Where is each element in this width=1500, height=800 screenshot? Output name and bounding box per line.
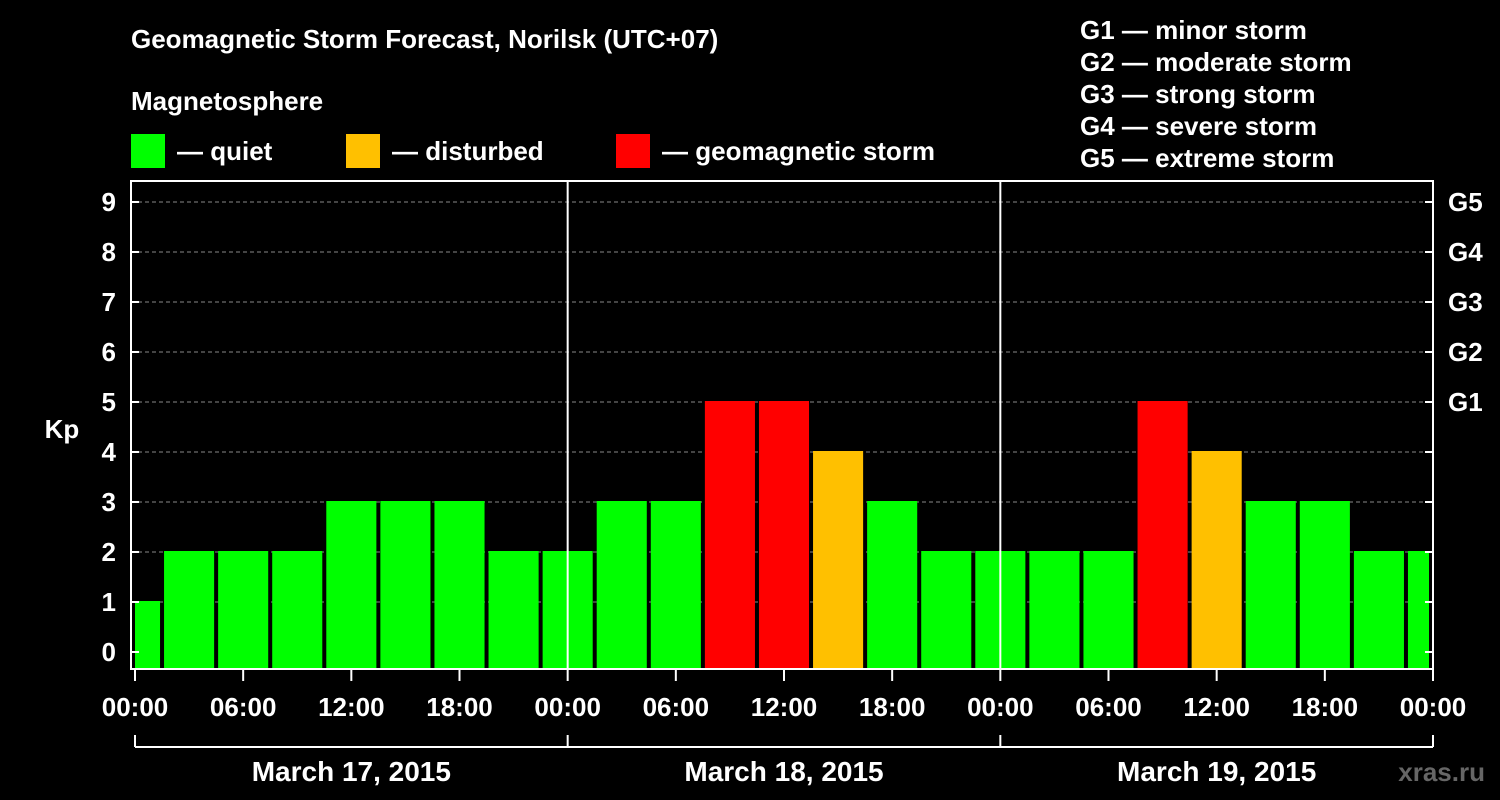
y-tick-label: 5 <box>102 387 116 417</box>
x-tick-label: 18:00 <box>859 692 926 722</box>
bar <box>704 401 755 669</box>
bar <box>135 601 161 669</box>
bar <box>380 501 431 669</box>
y-tick-label: 1 <box>102 587 116 617</box>
x-tick-label: 12:00 <box>318 692 385 722</box>
right-axis-label: G3 <box>1448 287 1483 317</box>
legend-swatch-quiet <box>131 134 165 168</box>
x-tick-label: 00:00 <box>967 692 1034 722</box>
x-tick-label: 00:00 <box>534 692 601 722</box>
legend-label-quiet: — quiet <box>177 135 273 166</box>
legend-swatch-storm <box>616 134 650 168</box>
right-axis-label: G1 <box>1448 387 1483 417</box>
bar <box>1029 551 1080 669</box>
watermark: xras.ru <box>1398 757 1485 787</box>
x-tick-label: 00:00 <box>1400 692 1467 722</box>
chart-title: Geomagnetic Storm Forecast, Norilsk (UTC… <box>131 24 719 54</box>
y-tick-label: 9 <box>102 187 116 217</box>
bar <box>758 401 810 669</box>
bar <box>813 451 864 669</box>
legend-label-disturbed: — disturbed <box>392 135 544 166</box>
bar <box>1083 551 1134 669</box>
x-tick-label: 06:00 <box>1075 692 1142 722</box>
bar <box>1191 451 1242 669</box>
bar <box>1245 501 1296 669</box>
bar <box>867 501 918 669</box>
storm-levels-list: G1 — minor storm G2 — moderate storm G3 … <box>1080 14 1352 174</box>
x-tick-label: 06:00 <box>210 692 277 722</box>
storm-level-g1: G1 — minor storm <box>1080 15 1307 45</box>
y-axis-label: Kp <box>45 414 80 444</box>
bar <box>272 551 323 669</box>
bar <box>1407 551 1429 669</box>
storm-level-g3: G3 — strong storm <box>1080 79 1316 109</box>
y-tick-label: 4 <box>102 437 117 467</box>
bar <box>921 551 972 669</box>
y-tick-label: 6 <box>102 337 116 367</box>
day-label: March 17, 2015 <box>252 756 451 787</box>
bar <box>1353 551 1404 669</box>
legend-swatch-disturbed <box>346 134 380 168</box>
bar <box>650 501 701 669</box>
y-tick-label: 7 <box>102 287 116 317</box>
storm-level-g2: G2 — moderate storm <box>1080 47 1352 77</box>
y-tick-label: 3 <box>102 487 116 517</box>
bar <box>488 551 539 669</box>
x-tick-label: 12:00 <box>1183 692 1250 722</box>
legend-storm: — geomagnetic storm <box>616 134 935 168</box>
bar <box>1299 501 1350 669</box>
bar <box>218 551 269 669</box>
legend-quiet: — quiet <box>131 134 272 168</box>
plot-frame <box>130 180 1434 670</box>
y-tick-label: 8 <box>102 237 116 267</box>
x-tick-label: 00:00 <box>102 692 169 722</box>
bar <box>434 501 485 669</box>
bar <box>326 501 377 669</box>
y-tick-label: 0 <box>102 637 116 667</box>
right-axis-label: G4 <box>1448 237 1483 267</box>
day-label: March 18, 2015 <box>684 756 883 787</box>
right-axis-label: G5 <box>1448 187 1483 217</box>
storm-level-g4: G4 — severe storm <box>1080 111 1318 141</box>
legend-label-storm: — geomagnetic storm <box>662 135 936 166</box>
x-tick-label: 06:00 <box>643 692 710 722</box>
x-tick-label: 12:00 <box>751 692 818 722</box>
bar <box>1137 401 1188 669</box>
chart-subtitle: Magnetosphere <box>131 86 324 116</box>
x-tick-label: 18:00 <box>1292 692 1359 722</box>
y-tick-label: 2 <box>102 537 116 567</box>
bar <box>164 551 215 669</box>
x-tick-label: 18:00 <box>426 692 493 722</box>
legend-disturbed: — disturbed <box>346 134 544 168</box>
right-axis-label: G2 <box>1448 337 1483 367</box>
day-label: March 19, 2015 <box>1117 756 1316 787</box>
bar <box>596 501 647 669</box>
storm-level-g5: G5 — extreme storm <box>1080 143 1335 173</box>
